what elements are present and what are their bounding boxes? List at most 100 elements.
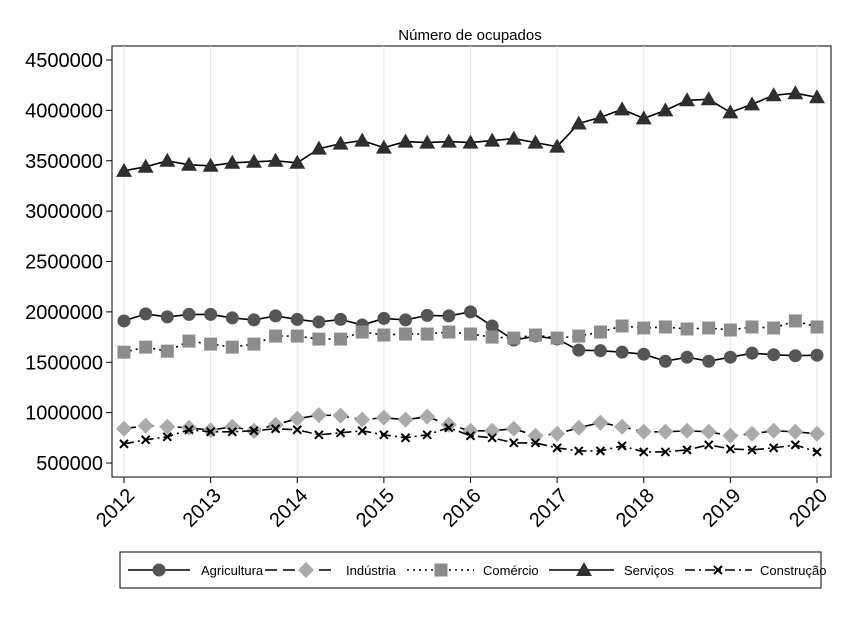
data-point	[269, 309, 283, 323]
data-point	[660, 447, 671, 457]
data-point	[572, 329, 586, 343]
data-point	[593, 344, 607, 358]
y-tick-label: 4000000	[25, 100, 103, 122]
data-point	[680, 350, 694, 364]
data-point	[702, 321, 716, 335]
data-point	[722, 104, 739, 119]
legend-label: Comércio	[483, 563, 539, 578]
data-point	[509, 438, 519, 448]
data-point	[225, 311, 239, 325]
data-point	[375, 409, 392, 426]
legend-box	[119, 551, 822, 589]
data-point	[375, 139, 392, 154]
series-triangle	[116, 85, 825, 177]
x-tick-label: 2013	[179, 485, 226, 532]
data-point	[227, 427, 237, 437]
data-point	[637, 347, 651, 361]
data-point	[159, 418, 176, 435]
data-point	[377, 328, 391, 342]
data-point	[139, 307, 153, 321]
data-point	[354, 411, 371, 428]
data-point	[465, 431, 476, 441]
data-point	[592, 414, 609, 431]
data-point	[725, 444, 736, 454]
data-point	[310, 140, 327, 155]
data-point	[137, 158, 154, 173]
legend-item: Indústria	[265, 562, 397, 578]
data-point	[162, 432, 173, 442]
data-point	[723, 350, 737, 364]
data-point	[139, 340, 153, 354]
data-point	[180, 419, 197, 436]
data-point	[247, 337, 261, 351]
series-square	[117, 314, 824, 359]
data-point	[487, 433, 497, 443]
data-point	[745, 320, 759, 334]
legend-marker	[713, 565, 723, 575]
data-point	[160, 310, 174, 324]
plot-area-frame	[111, 45, 832, 478]
data-point	[310, 407, 327, 424]
data-point	[314, 430, 324, 440]
data-point	[399, 327, 413, 341]
data-point	[635, 110, 652, 125]
data-point	[658, 320, 672, 334]
x-tick-label: 2018	[612, 485, 659, 532]
data-point	[116, 162, 132, 177]
data-point	[442, 325, 456, 339]
data-point	[615, 319, 629, 333]
data-point	[505, 420, 522, 437]
data-point	[419, 408, 436, 425]
x-tick-label: 2012	[92, 485, 139, 532]
data-point	[312, 315, 326, 329]
data-point	[180, 156, 197, 171]
data-point	[528, 328, 542, 342]
data-point	[657, 102, 674, 117]
data-point	[225, 340, 239, 354]
legend-item: Serviços	[549, 562, 674, 578]
legend-label: Construção	[760, 563, 826, 578]
data-point	[422, 430, 432, 440]
data-point	[574, 446, 584, 456]
data-point	[745, 346, 759, 360]
data-point	[768, 443, 779, 453]
legend-label: Agricultura	[201, 563, 264, 578]
data-point	[657, 423, 674, 440]
data-point	[549, 425, 566, 442]
data-point	[722, 427, 739, 444]
data-point	[397, 411, 414, 428]
legend-marker	[152, 563, 166, 577]
data-point	[507, 331, 521, 345]
data-point	[182, 334, 196, 348]
data-point	[399, 313, 413, 327]
data-point	[809, 89, 825, 104]
data-point	[679, 92, 696, 107]
legend-marker	[298, 562, 314, 578]
x-tick-label: 2016	[439, 485, 486, 532]
data-point	[550, 331, 564, 345]
data-point	[614, 101, 631, 116]
x-tick-label: 2015	[352, 485, 399, 532]
data-point	[593, 325, 607, 339]
gridlines	[123, 46, 818, 477]
legend-label: Indústria	[346, 563, 397, 578]
series-x	[119, 423, 822, 457]
axes: 2012 2013 2014 2015 2016 2017 2018 2019 2020 5000…	[25, 50, 832, 532]
data-point	[527, 134, 544, 149]
data-point	[267, 152, 284, 167]
data-point	[767, 321, 781, 335]
data-point	[269, 329, 283, 343]
data-point	[570, 115, 587, 130]
data-point	[119, 439, 129, 449]
data-point	[679, 422, 696, 439]
data-point	[289, 154, 306, 169]
data-point	[397, 133, 414, 148]
data-point	[159, 152, 176, 167]
data-point	[530, 438, 541, 448]
data-point	[592, 109, 609, 124]
data-point	[267, 416, 284, 433]
data-point	[442, 309, 456, 323]
data-point	[334, 332, 348, 346]
data-point	[292, 425, 302, 435]
